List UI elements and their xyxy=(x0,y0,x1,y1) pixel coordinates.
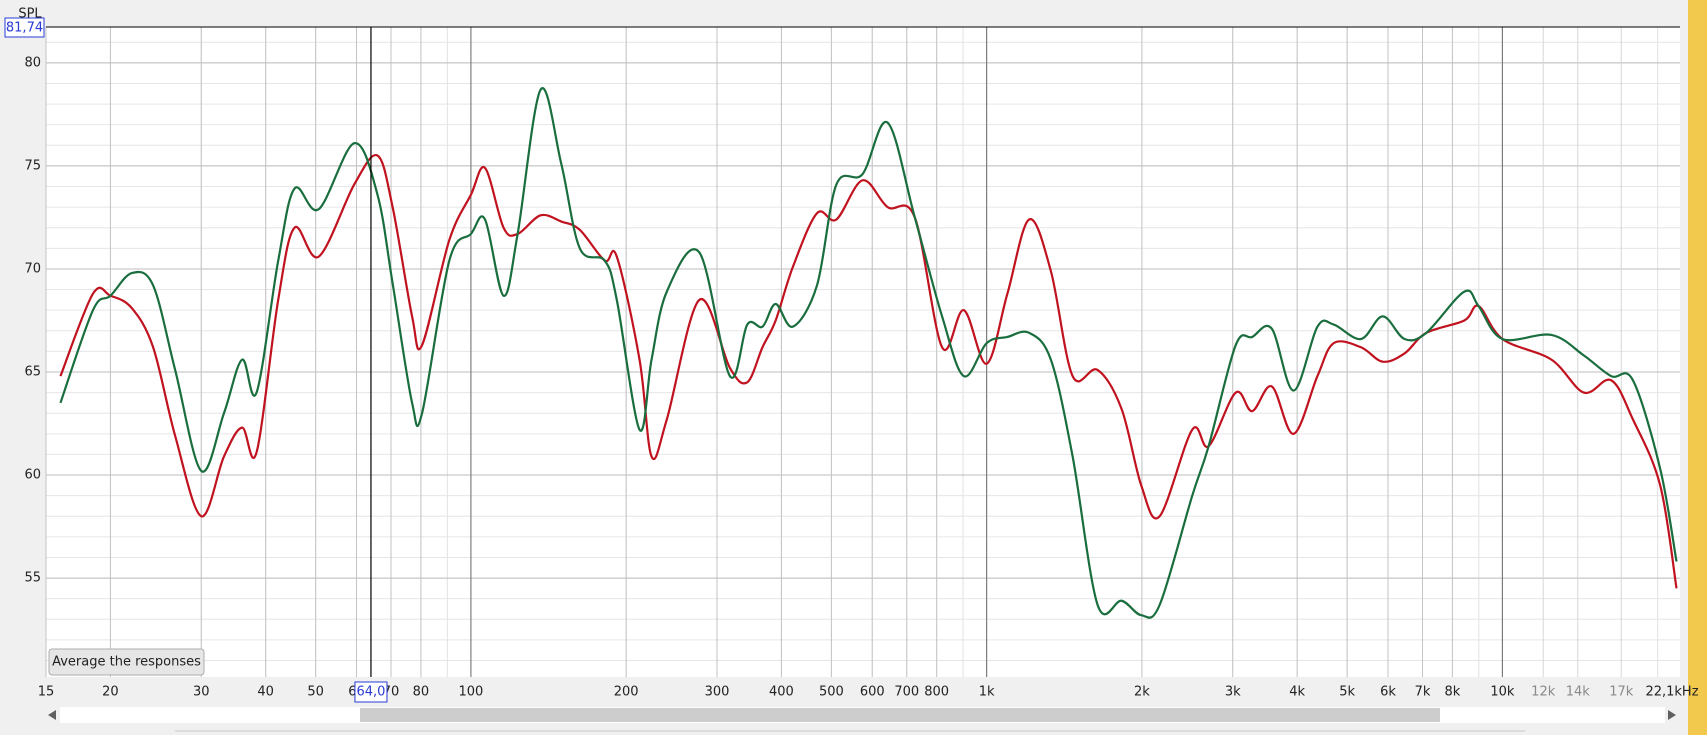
x-tick-label: 7k xyxy=(1415,685,1431,700)
scroll-left[interactable] xyxy=(48,710,56,720)
x-tick-label: 15 xyxy=(38,685,55,700)
series-line xyxy=(59,87,1678,619)
x-tick-label: 500 xyxy=(819,685,844,700)
series-line xyxy=(59,153,1678,589)
cursor-x-box xyxy=(354,681,388,703)
x-tick-label: 4k xyxy=(1289,685,1305,700)
y-tick-label: 70 xyxy=(24,261,41,276)
side-strip xyxy=(1688,0,1707,735)
x-tick-label: 20 xyxy=(102,685,119,700)
x-tick-label: 100 xyxy=(459,685,484,700)
x-tick-label: 50 xyxy=(307,685,324,700)
scroll-right[interactable] xyxy=(1668,710,1676,720)
x-tick-label: 14k xyxy=(1566,685,1591,700)
x-tick-label: 80 xyxy=(413,685,430,700)
y-tick-label: 75 xyxy=(24,158,41,173)
x-tick-label: 1k xyxy=(979,685,995,700)
x-tick-label: 5k xyxy=(1339,685,1355,700)
x-tick-label: 40 xyxy=(257,685,274,700)
x-tick-label: 200 xyxy=(614,685,639,700)
cursor-y-box xyxy=(4,17,45,38)
labels: 5560657075801520304050607080100200300400… xyxy=(24,55,1698,699)
y-tick-label: 55 xyxy=(24,571,41,586)
y-tick-label: 80 xyxy=(24,55,41,70)
lines xyxy=(59,87,1678,619)
x-tick-label: 800 xyxy=(924,685,949,700)
button-label[interactable]: Average the responses xyxy=(52,655,201,670)
x-tick-label: 700 xyxy=(894,685,919,700)
x-tick-label: 2k xyxy=(1134,685,1150,700)
x-tick-label: 600 xyxy=(860,685,885,700)
x-tick-label: 300 xyxy=(705,685,730,700)
scroll-thumb[interactable] xyxy=(360,708,1440,722)
cursor-y-label: 81,74 xyxy=(6,21,43,36)
y-tick-label: 65 xyxy=(24,364,41,379)
button[interactable]: Average the responses xyxy=(48,648,205,676)
x-tick-label: 6k xyxy=(1380,685,1396,700)
x-tick-label: 3k xyxy=(1225,685,1241,700)
x-tick-label: 400 xyxy=(769,685,794,700)
x-tick-label: 17k xyxy=(1609,685,1634,700)
x-tick-label: 8k xyxy=(1444,685,1460,700)
x-tick-label: 22,1kHz xyxy=(1645,685,1698,700)
x-tick-label: 12k xyxy=(1531,685,1556,700)
y-tick-label: 60 xyxy=(24,468,41,483)
scrollbar xyxy=(48,707,1676,732)
cursor-x-label: 64,0 xyxy=(356,685,385,700)
button-frame[interactable] xyxy=(48,648,205,676)
x-tick-label: 30 xyxy=(193,685,210,700)
grid xyxy=(45,26,1680,677)
x-tick-label: 10k xyxy=(1490,685,1515,700)
